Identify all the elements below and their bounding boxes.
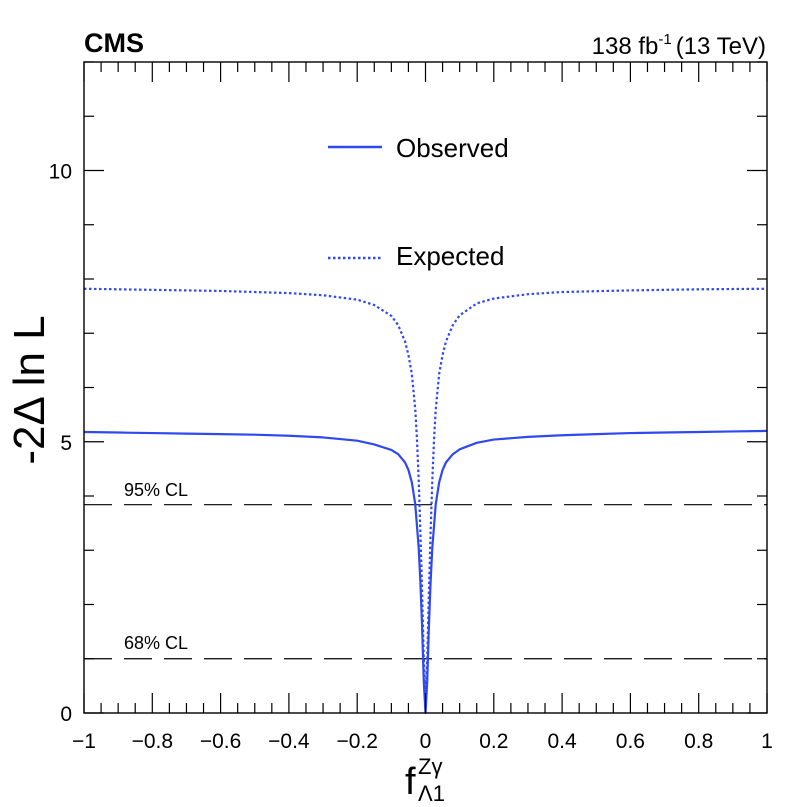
lumi-energy: (13 TeV)	[676, 33, 766, 60]
y-tick-label: 5	[60, 432, 72, 455]
y-axis-label: -2Δ ln L	[5, 315, 54, 464]
lumi-value: 138 fb	[592, 33, 659, 60]
legend: Observed Expected	[328, 133, 509, 271]
x-tick-label: 0.2	[479, 730, 508, 753]
x-axis-label-subscript: Λ1	[418, 781, 445, 806]
x-tick-label: −1	[72, 730, 96, 753]
legend-expected-label: Expected	[396, 241, 504, 271]
x-tick-label: 0.4	[547, 730, 577, 753]
x-axis-label: f Zγ Λ1	[405, 754, 445, 806]
x-tick-label: 0	[420, 730, 432, 753]
cl-95-label: 95% CL	[124, 480, 188, 500]
y-tick-label: 10	[49, 161, 72, 184]
experiment-label: CMS	[84, 28, 144, 58]
y-tick-label: 0	[60, 703, 72, 726]
x-tick-label: 0.6	[616, 730, 645, 753]
x-tick-label: −0.4	[268, 730, 310, 753]
x-axis-label-superscript: Zγ	[418, 754, 442, 779]
x-tick-label: 0.8	[684, 730, 713, 753]
luminosity-label: 138 fb-1 (13 TeV)	[592, 31, 766, 60]
cl-68-label: 68% CL	[124, 633, 188, 653]
x-tick-label: −0.8	[132, 730, 173, 753]
x-tick-label: −0.2	[336, 730, 377, 753]
legend-observed-label: Observed	[396, 133, 509, 163]
series-observed-line	[83, 429, 768, 715]
x-tick-label: −0.6	[200, 730, 241, 753]
x-axis-label-base: f	[405, 761, 416, 803]
lumi-exponent: -1	[658, 31, 671, 48]
axis-ticks	[83, 61, 768, 714]
x-tick-label: 1	[761, 730, 773, 753]
reference-lines	[84, 504, 767, 660]
